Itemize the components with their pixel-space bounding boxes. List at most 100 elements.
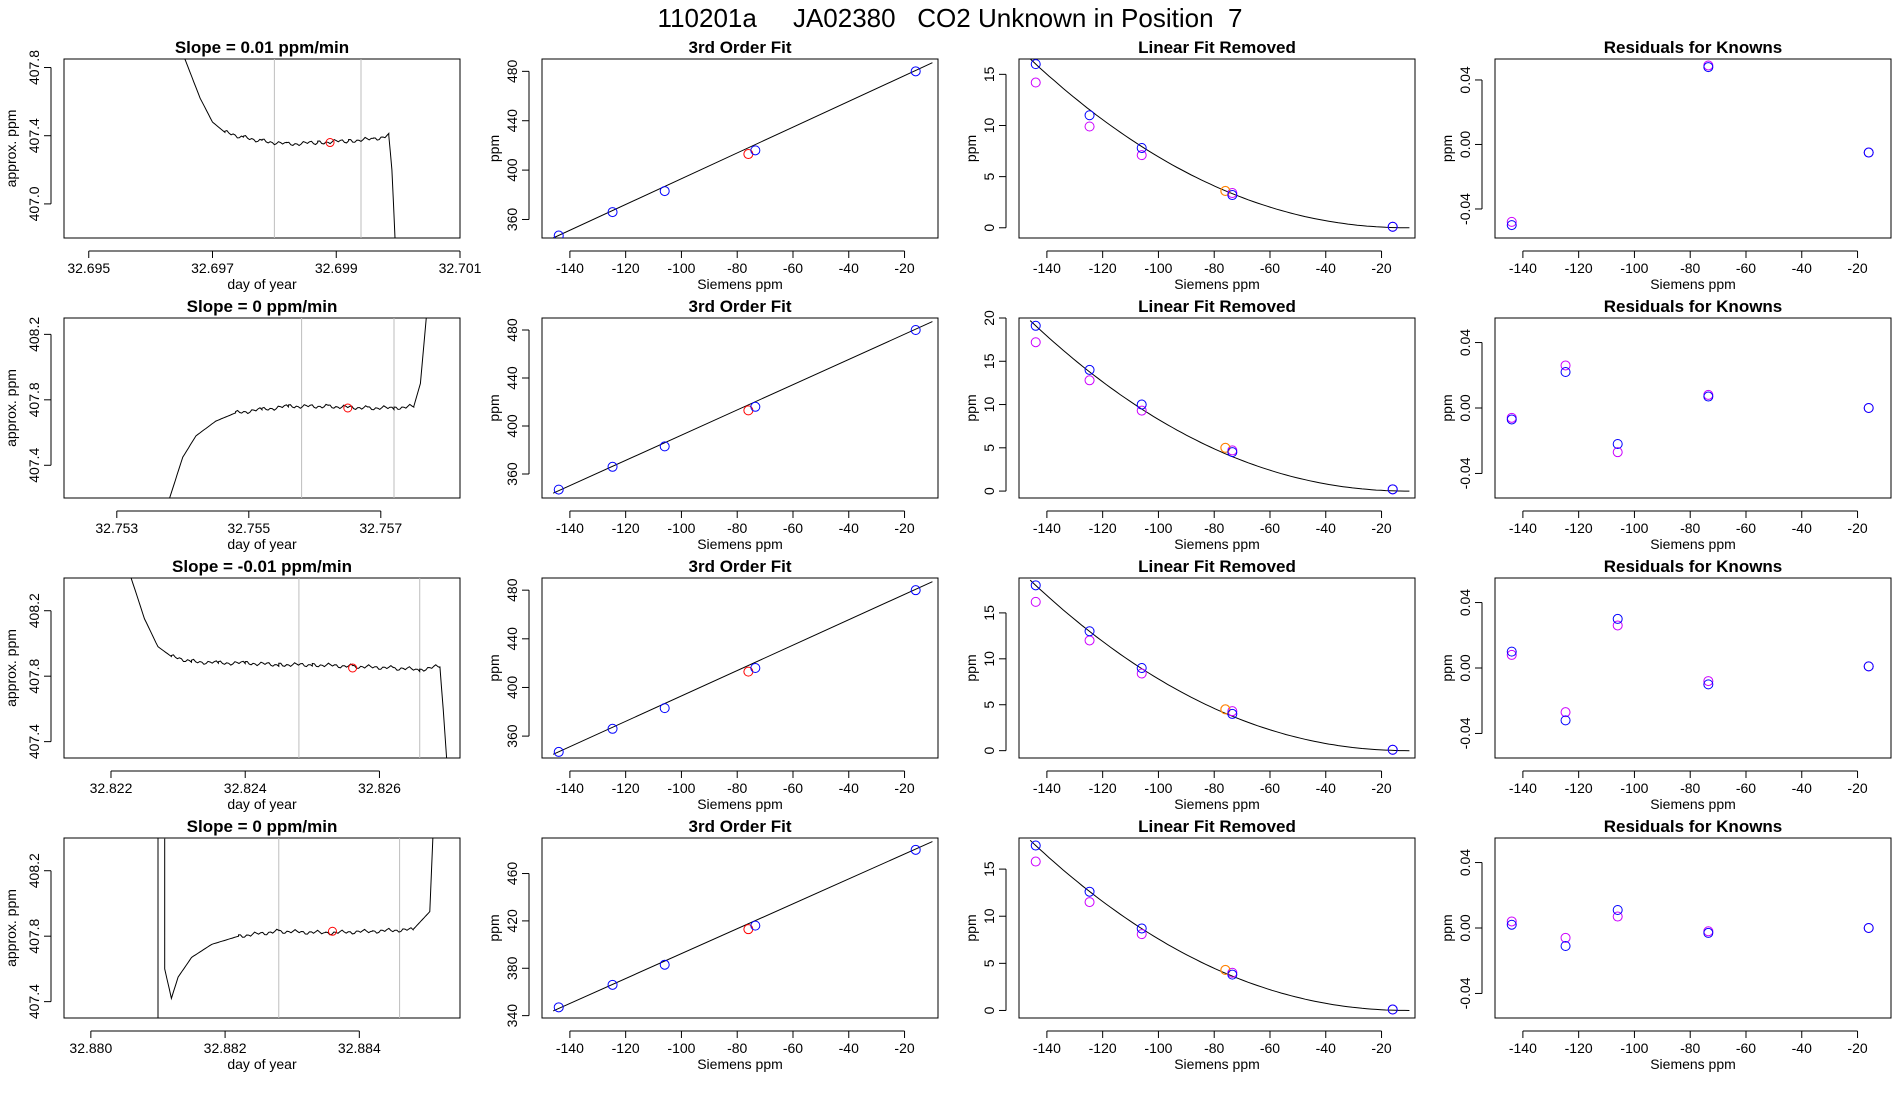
y-tick-label: 460 [504, 862, 520, 886]
x-tick-label: -140 [1509, 1040, 1537, 1056]
x-tick-label: -140 [1033, 260, 1061, 276]
x-tick-label: -140 [1033, 780, 1061, 796]
residual-point-alt [1612, 620, 1623, 631]
y-tick-label: 15 [981, 353, 997, 369]
plot-area [552, 62, 933, 238]
known-point [607, 723, 618, 734]
plot-area [1506, 613, 1874, 726]
x-tick-label: -20 [894, 1040, 914, 1056]
plot-area [1506, 60, 1874, 231]
x-tick-label: -140 [1033, 1040, 1061, 1056]
chart-title: Linear Fit Removed [1138, 817, 1296, 836]
y-tick-label: 407.8 [26, 50, 42, 85]
x-tick-label: -40 [1316, 780, 1336, 796]
chart-residual-row-1: Residuals for Knowns -140 -120 -100 -80 -60 -4… [1439, 38, 1892, 292]
x-axis-label: Siemens ppm [1174, 1056, 1260, 1072]
x-tick-label: -60 [1260, 1040, 1280, 1056]
x-axis-label: day of year [227, 1056, 297, 1072]
x-tick-label: 32.699 [315, 260, 358, 276]
x-tick-label: -80 [1204, 260, 1224, 276]
x-tick-label: -80 [727, 260, 747, 276]
x-tick-label: -80 [1680, 260, 1700, 276]
chart-title: Linear Fit Removed [1138, 38, 1296, 57]
y-tick-label: 0 [981, 747, 997, 755]
residual-point-alt [1506, 216, 1517, 227]
known-point [1136, 399, 1147, 410]
x-tick-label: -40 [1316, 1040, 1336, 1056]
x-tick-label: -60 [783, 520, 803, 536]
y-tick-label: 360 [504, 724, 520, 748]
residual-point [1506, 646, 1517, 657]
plot-area [552, 581, 933, 757]
plot-area [1506, 905, 1874, 951]
known-point [750, 401, 761, 412]
y-tick-label: 407.4 [26, 984, 42, 1019]
x-tick-label: -20 [1371, 260, 1391, 276]
x-tick-label: -120 [1565, 520, 1593, 536]
x-tick-label: -120 [1089, 520, 1117, 536]
known-point [750, 145, 761, 156]
x-tick-label: -40 [1792, 520, 1812, 536]
y-tick-label: 407.4 [26, 724, 42, 759]
chart-title: Slope = -0.01 ppm/min [172, 557, 352, 576]
x-axis-label: day of year [227, 276, 297, 292]
residual-point-alt [1506, 916, 1517, 927]
residual-point [1612, 613, 1623, 624]
y-tick-label: 400 [504, 676, 520, 700]
residual-point [1703, 927, 1714, 938]
x-tick-label: 32.755 [227, 520, 270, 536]
known-point [659, 186, 670, 197]
y-tick-label: 380 [504, 956, 520, 980]
known-point [750, 663, 761, 673]
chart-fit-row-3: 3rd Order Fit -140 -120 -100 -80 -60 -40 -20 Sie… [486, 557, 939, 812]
plot-frame [541, 837, 939, 1019]
x-axis-label: Siemens ppm [697, 276, 783, 292]
unknown-point [743, 405, 754, 416]
chart-title: 3rd Order Fit [689, 817, 792, 836]
y-tick-label: 440 [504, 109, 520, 133]
residual-point [1560, 715, 1571, 726]
y-axis-label: approx. ppm [3, 629, 19, 707]
chart-title: 3rd Order Fit [689, 38, 792, 57]
y-tick-label: 440 [504, 366, 520, 390]
y-tick-label: 5 [981, 444, 997, 452]
known-point [1030, 580, 1041, 591]
y-tick-label: 15 [981, 861, 997, 877]
y-tick-label: 5 [981, 173, 997, 181]
known-point [607, 207, 618, 218]
x-tick-label: -60 [783, 260, 803, 276]
y-tick-label: 0.00 [1457, 654, 1473, 681]
y-tick-label: 15 [981, 605, 997, 621]
chart-fit-row-4: 3rd Order Fit -140 -120 -100 -80 -60 -40 -20 Sie… [486, 817, 939, 1072]
y-tick-label: 407.0 [26, 186, 42, 221]
y-tick-label: 20 [981, 310, 997, 326]
known-point [1227, 190, 1238, 201]
y-tick-label: 10 [981, 908, 997, 924]
x-tick-label: -100 [1144, 260, 1172, 276]
unknown-point [1220, 704, 1231, 715]
chart-title: Linear Fit Removed [1138, 297, 1296, 316]
chart-linear-row-1: Linear Fit Removed -140 -120 -100 -80 -60 -40 -… [963, 38, 1416, 292]
plot-area [157, 838, 434, 1018]
y-tick-label: 0 [981, 1006, 997, 1014]
x-tick-label: -140 [1509, 260, 1537, 276]
x-tick-label: -80 [1680, 1040, 1700, 1056]
y-tick-label: 400 [504, 414, 520, 438]
fit-curve [552, 841, 933, 1012]
plot-area [1029, 579, 1410, 755]
x-tick-label: 32.757 [359, 520, 402, 536]
x-tick-label: -100 [1144, 520, 1172, 536]
x-tick-label: -120 [612, 260, 640, 276]
x-tick-label: -80 [1204, 520, 1224, 536]
x-tick-label: -20 [1847, 260, 1867, 276]
known-point [1227, 969, 1238, 980]
known-point [1136, 142, 1147, 153]
plot-area [552, 321, 933, 495]
residual-point [1863, 923, 1874, 933]
y-tick-label: 408.2 [26, 853, 42, 888]
residual-point [1703, 391, 1714, 402]
y-tick-label: 440 [504, 627, 520, 651]
chart-fit-row-2: 3rd Order Fit -140 -120 -100 -80 -60 -40 -20 Sie… [486, 297, 939, 552]
x-tick-label: -100 [1620, 1040, 1648, 1056]
residual-point [1863, 661, 1874, 672]
